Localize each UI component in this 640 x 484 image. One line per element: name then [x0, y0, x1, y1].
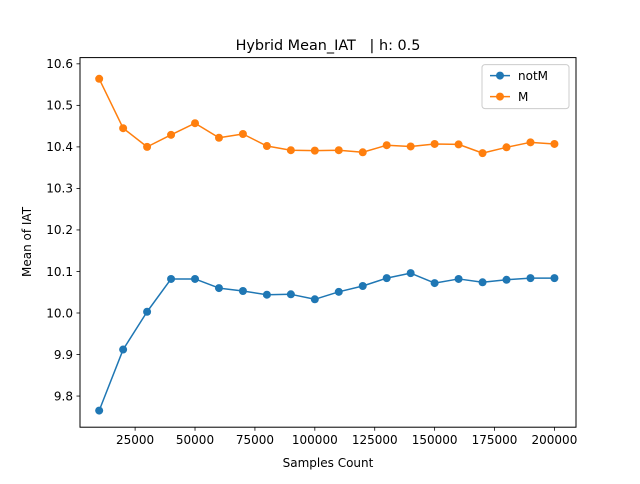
data-point-notm — [454, 274, 463, 283]
legend-marker-notm — [496, 71, 504, 80]
data-point-notm — [167, 274, 176, 283]
x-tick-label: 150000 — [412, 433, 458, 447]
x-tick-label: 75000 — [236, 433, 274, 447]
data-point-notm — [119, 345, 128, 354]
data-point-m — [454, 140, 463, 149]
x-tick-label: 25000 — [116, 433, 154, 447]
data-point-m — [406, 142, 415, 151]
x-tick-label: 50000 — [176, 433, 214, 447]
data-point-m — [550, 139, 559, 148]
y-tick-label: 10.2 — [46, 223, 73, 237]
x-tick-label: 175000 — [472, 433, 518, 447]
data-point-notm — [478, 278, 487, 287]
legend-label-notm: notM — [518, 69, 548, 83]
legend-marker-m — [496, 92, 504, 101]
data-point-m — [143, 142, 152, 151]
data-point-m — [382, 141, 391, 150]
data-point-notm — [334, 287, 343, 296]
plot-area: 25000 50000 75000 100000 125000 150000 175000 2… — [46, 57, 577, 447]
data-point-notm — [143, 307, 152, 316]
data-point-m — [526, 138, 535, 147]
y-tick-label: 10.5 — [46, 99, 73, 113]
data-point-m — [310, 146, 319, 155]
y-tick-label: 10.3 — [46, 182, 73, 196]
data-point-m — [191, 119, 200, 128]
chart-title: Hybrid Mean_IAT | h: 0.5 — [236, 38, 421, 54]
data-point-notm — [406, 269, 415, 278]
data-point-m — [238, 130, 247, 139]
y-tick-label: 9.9 — [54, 348, 73, 362]
data-point-notm — [191, 274, 200, 283]
data-point-notm — [526, 274, 535, 283]
y-tick-label: 10.4 — [46, 140, 73, 154]
y-tick-label: 9.8 — [54, 389, 73, 403]
data-point-notm — [382, 274, 391, 283]
x-tick-label: 200000 — [532, 433, 578, 447]
data-point-notm — [262, 290, 271, 299]
data-point-m — [358, 148, 367, 157]
data-point-m — [502, 143, 511, 152]
y-axis-label: Mean of IAT — [20, 206, 34, 277]
data-point-notm — [286, 290, 295, 299]
data-point-m — [95, 74, 104, 83]
data-point-m — [214, 133, 223, 142]
axes-frame — [79, 57, 577, 428]
data-point-m — [286, 146, 295, 155]
data-point-notm — [214, 284, 223, 293]
data-point-notm — [310, 295, 319, 304]
data-point-notm — [95, 406, 104, 415]
x-tick-label: 125000 — [352, 433, 398, 447]
data-point-m — [167, 130, 176, 139]
data-point-notm — [238, 286, 247, 295]
x-tick-label: 100000 — [292, 433, 338, 447]
y-tick-label: 10.6 — [46, 57, 73, 71]
y-tick-label: 10.0 — [46, 306, 73, 320]
data-point-m — [119, 124, 128, 133]
data-point-notm — [502, 275, 511, 284]
data-point-m — [478, 149, 487, 158]
data-point-m — [430, 139, 439, 148]
data-point-m — [262, 142, 271, 151]
series-line-m — [98, 78, 555, 154]
y-tick-label: 10.1 — [46, 265, 73, 279]
data-point-notm — [358, 282, 367, 291]
legend-label-m: M — [518, 90, 528, 104]
data-point-notm — [550, 274, 559, 283]
x-axis-label: Samples Count — [283, 456, 374, 470]
data-point-m — [334, 146, 343, 155]
data-point-notm — [430, 279, 439, 288]
